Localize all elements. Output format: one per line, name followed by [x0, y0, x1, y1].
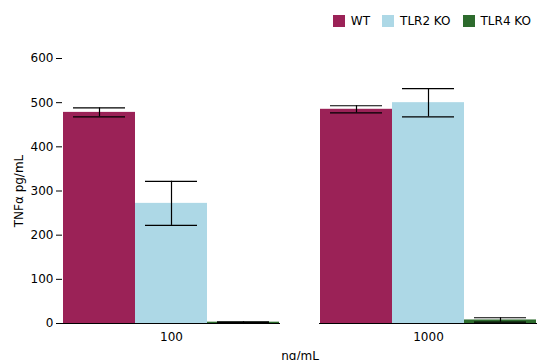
svg-text:0: 0 — [46, 316, 54, 330]
html-text:WT: WT — [350, 13, 371, 28]
html-text:TLR4 KO: TLR4 KO — [480, 13, 531, 28]
svg-text:400: 400 — [31, 140, 54, 154]
svg-text:600: 600 — [31, 51, 54, 65]
svg-text:TNFα pg/mL: TNFα pg/mL — [12, 154, 26, 228]
html-text:TLR2 KO: TLR2 KO — [400, 13, 451, 28]
svg-text:300: 300 — [31, 184, 54, 198]
svg-text:100: 100 — [160, 330, 183, 344]
svg-text:ng/mL: ng/mL — [281, 349, 319, 360]
svg-text:1000: 1000 — [413, 330, 444, 344]
svg-text:500: 500 — [31, 96, 54, 110]
svg-text:200: 200 — [31, 228, 54, 242]
svg-text:100: 100 — [31, 272, 54, 286]
